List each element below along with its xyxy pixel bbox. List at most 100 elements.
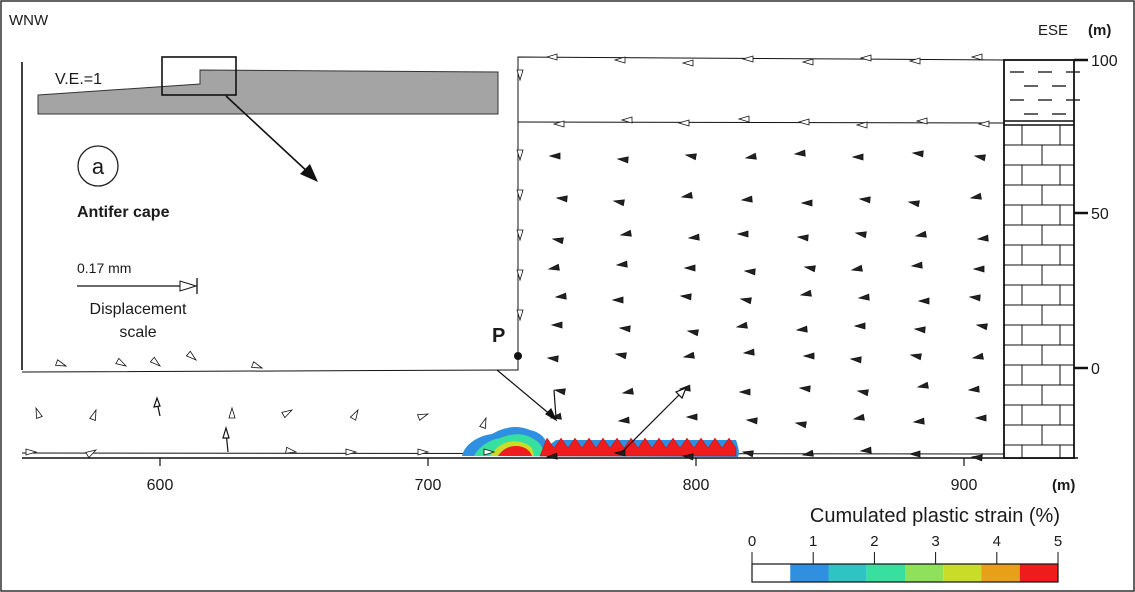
displacement-vector bbox=[803, 265, 816, 273]
displacement-vector bbox=[683, 264, 696, 272]
displacement-vector bbox=[251, 361, 264, 369]
displacement-vector bbox=[740, 195, 753, 203]
displacement-vector bbox=[908, 57, 921, 65]
displacement-vector bbox=[612, 199, 625, 207]
displacement-vector bbox=[620, 116, 633, 124]
displacement-vector bbox=[907, 200, 920, 208]
colorbar-swatch bbox=[866, 564, 905, 582]
x-axis: 600 700 800 900 (m) bbox=[147, 458, 1075, 494]
displacement-vector bbox=[798, 385, 811, 393]
displacement-vector bbox=[617, 416, 630, 424]
colorbar-tick-label: 5 bbox=[1054, 533, 1062, 550]
displacement-vector bbox=[349, 408, 359, 421]
plastic-strain-zone bbox=[462, 427, 739, 457]
displacement-vector bbox=[613, 56, 626, 64]
large-displacement-vectors bbox=[153, 369, 688, 455]
displacement-vector bbox=[975, 323, 988, 331]
displacement-vector bbox=[545, 452, 558, 460]
displacement-vector bbox=[974, 414, 987, 422]
displacement-vectors bbox=[25, 53, 990, 462]
displacement-vector bbox=[743, 268, 756, 276]
zoom-box bbox=[161, 56, 237, 96]
displacement-vector bbox=[149, 356, 162, 367]
displacement-vector bbox=[969, 192, 982, 200]
displacement-vector bbox=[910, 261, 923, 269]
displacement-vector bbox=[55, 359, 68, 367]
zoom-arrow bbox=[225, 95, 311, 175]
colorbar-tick-label: 0 bbox=[748, 533, 756, 550]
displacement-vector bbox=[687, 233, 700, 241]
displacement-vector bbox=[853, 322, 866, 330]
displacement-vector bbox=[976, 234, 989, 242]
displacement-vector bbox=[908, 450, 921, 458]
colorbar: Cumulated plastic strain (%) 0 1 2 3 4 5 bbox=[748, 505, 1062, 583]
displacement-vector bbox=[25, 448, 38, 456]
displacement-vector bbox=[115, 357, 128, 367]
displacement-vector bbox=[545, 53, 558, 61]
displacement-vector bbox=[516, 269, 524, 282]
y-axis-unit: (m) bbox=[1088, 22, 1111, 39]
displacement-vector bbox=[618, 325, 631, 333]
y-tick-label: 0 bbox=[1091, 361, 1100, 378]
y-tick-label: 50 bbox=[1091, 206, 1109, 223]
displacement-vector bbox=[35, 406, 43, 419]
displacement-vector bbox=[909, 353, 922, 361]
displacement-vector bbox=[619, 229, 632, 237]
ve-label: V.E.=1 bbox=[55, 71, 102, 88]
displacement-vector bbox=[417, 413, 430, 421]
displacement-vector bbox=[741, 450, 754, 458]
displacement-vector bbox=[799, 289, 812, 297]
displacement-vector bbox=[516, 309, 524, 322]
displacement-vector bbox=[849, 356, 862, 364]
displacement-vector bbox=[89, 408, 97, 421]
ese-label: ESE bbox=[1038, 22, 1068, 39]
displacement-vector bbox=[548, 152, 561, 160]
displacement-vector bbox=[681, 453, 694, 461]
displacement-vector bbox=[479, 416, 487, 429]
displacement-vector bbox=[793, 149, 806, 157]
displacement-vector bbox=[917, 297, 930, 305]
colorbar-swatch bbox=[752, 564, 791, 582]
displacement-vector bbox=[679, 293, 692, 301]
displacement-vector bbox=[968, 294, 981, 302]
colorbar-swatch bbox=[981, 564, 1020, 582]
zoom-arrow-head bbox=[300, 164, 318, 182]
displacement-vector bbox=[977, 120, 990, 128]
colorbar-swatch bbox=[828, 564, 867, 582]
displacement-vector bbox=[911, 150, 924, 158]
x-axis-unit: (m) bbox=[1052, 477, 1075, 494]
displacement-vector bbox=[972, 265, 985, 273]
panel-label: a bbox=[92, 154, 105, 179]
displacement-vector bbox=[516, 149, 524, 162]
displacement-vector bbox=[621, 387, 634, 395]
displacement-vector bbox=[801, 58, 814, 66]
point-p-label: P bbox=[492, 325, 505, 347]
displacement-vector bbox=[850, 264, 863, 272]
displacement-vector bbox=[616, 156, 629, 164]
displacement-vector bbox=[554, 292, 567, 300]
displacement-vector bbox=[913, 326, 926, 334]
displacement-vector bbox=[516, 229, 524, 242]
displacement-vector bbox=[795, 325, 808, 333]
displacement-vector bbox=[547, 263, 560, 271]
displacement-vector bbox=[859, 446, 872, 454]
colorbar-tick-label: 2 bbox=[870, 533, 878, 550]
model-outline bbox=[21, 56, 1005, 373]
displacement-vector bbox=[345, 448, 358, 456]
displacement-vector bbox=[685, 413, 698, 421]
colorbar-swatch bbox=[1019, 564, 1058, 582]
panel-label-circle bbox=[77, 145, 119, 187]
displacement-vector bbox=[971, 352, 984, 360]
displacement-vector bbox=[185, 350, 198, 361]
x-tick-label: 700 bbox=[415, 477, 442, 494]
point-p-marker bbox=[514, 352, 522, 360]
x-tick-label: 800 bbox=[683, 477, 710, 494]
y-axis: 100 50 0 bbox=[1074, 53, 1118, 378]
displacement-scale-label-1: Displacement bbox=[90, 301, 187, 318]
displacement-vector bbox=[417, 448, 430, 456]
displacement-vector bbox=[741, 55, 754, 63]
colorbar-title: Cumulated plastic strain (%) bbox=[810, 505, 1060, 527]
displacement-vector bbox=[912, 417, 925, 425]
displacement-vector bbox=[285, 446, 298, 454]
